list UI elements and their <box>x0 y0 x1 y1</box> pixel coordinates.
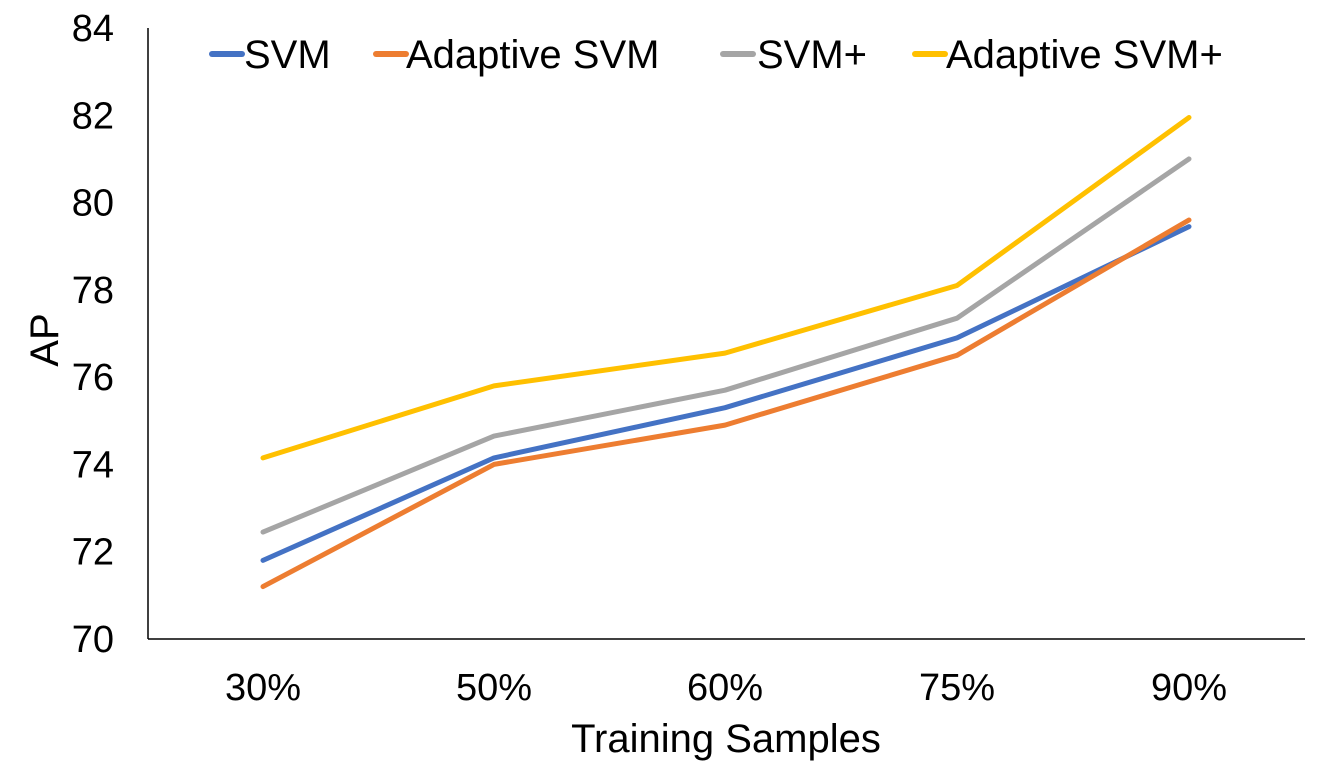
series-line-adaptive-svm <box>260 217 1192 590</box>
legend-label: SVM <box>244 33 331 77</box>
y-tick-label: 82 <box>72 95 114 137</box>
chart-axes <box>147 28 1305 640</box>
y-axis-title: AP <box>23 313 67 366</box>
x-tick-label: 90% <box>1151 667 1227 709</box>
y-tick-label: 76 <box>72 357 114 399</box>
y-tick-label: 80 <box>72 183 114 225</box>
x-tick-label: 50% <box>456 667 532 709</box>
legend-label: Adaptive SVM <box>406 33 659 77</box>
legend: SVM Adaptive SVM SVM+ Adaptive SVM+ <box>209 33 1223 77</box>
y-tick-label: 74 <box>72 444 114 486</box>
x-tick-label: 30% <box>225 667 301 709</box>
x-tick-label: 60% <box>687 667 763 709</box>
y-tick-labels: 70 72 74 76 78 80 82 84 <box>72 8 114 661</box>
y-tick-label: 72 <box>72 532 114 574</box>
x-axis-title: Training Samples <box>571 717 881 761</box>
legend-label: SVM+ <box>757 33 867 77</box>
series-line-svm-plus <box>260 156 1192 535</box>
series-lines <box>260 115 1192 590</box>
legend-label: Adaptive SVM+ <box>946 33 1223 77</box>
x-tick-labels: 30% 50% 60% 75% 90% <box>225 667 1227 709</box>
y-tick-label: 70 <box>72 619 114 661</box>
y-tick-label: 84 <box>72 8 114 50</box>
x-tick-label: 75% <box>919 667 995 709</box>
y-tick-label: 78 <box>72 270 114 312</box>
